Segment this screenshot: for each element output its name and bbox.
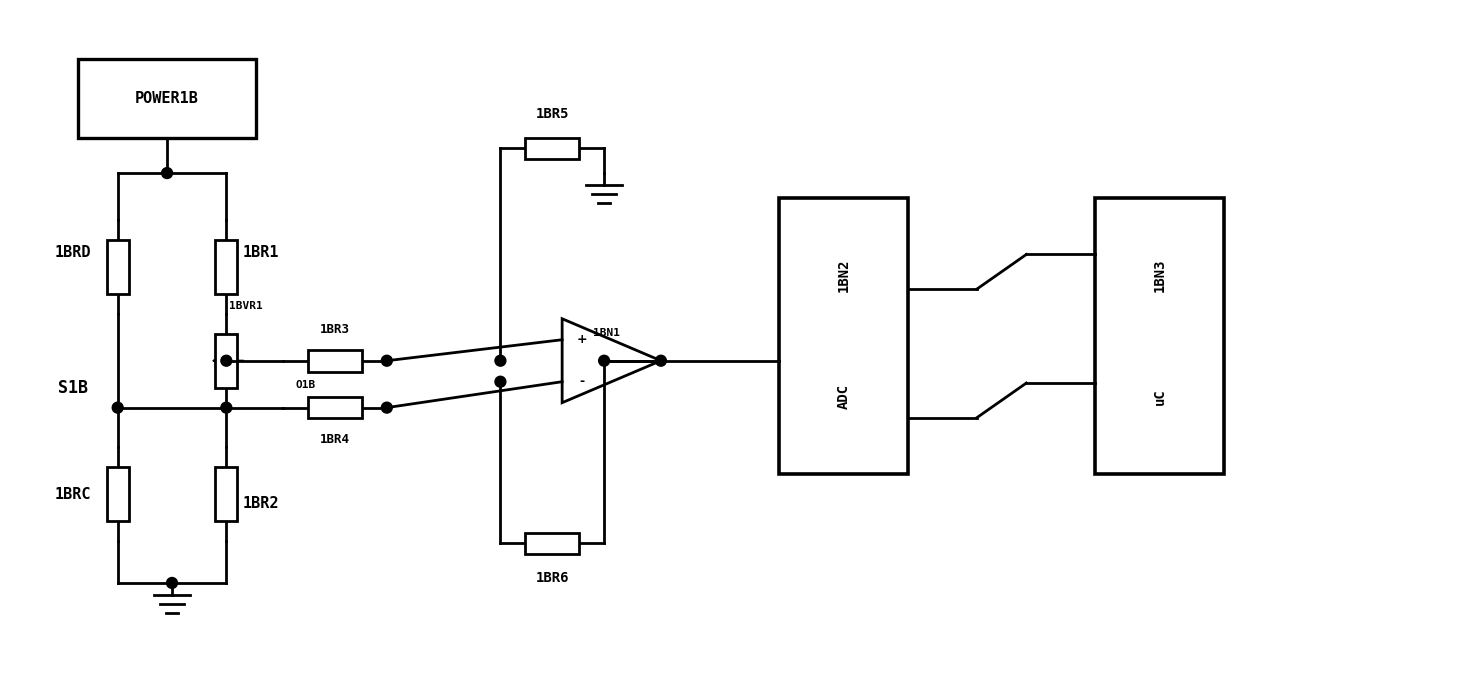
Bar (308, 397, 362, 418)
Circle shape (599, 356, 610, 366)
Bar (216, 333, 238, 388)
Bar (216, 467, 238, 521)
Bar (216, 240, 238, 294)
Text: 1BR4: 1BR4 (320, 433, 351, 445)
Circle shape (656, 356, 666, 366)
Text: 1BN2: 1BN2 (836, 258, 851, 292)
Circle shape (167, 577, 178, 588)
Bar (107, 240, 129, 294)
Circle shape (381, 356, 392, 366)
Text: POWER1B: POWER1B (135, 91, 200, 107)
Bar (779, 198, 908, 475)
Circle shape (161, 168, 173, 178)
Bar (525, 533, 579, 554)
Text: 1BRC: 1BRC (54, 487, 91, 502)
Bar (78, 59, 255, 139)
Text: S1B: S1B (59, 379, 88, 397)
Text: ADC: ADC (836, 384, 851, 410)
Text: 1BR2: 1BR2 (242, 496, 279, 512)
Circle shape (381, 402, 392, 413)
Bar (1096, 198, 1223, 475)
Text: +: + (577, 333, 587, 346)
Bar (107, 467, 129, 521)
Circle shape (222, 402, 232, 413)
Text: 1BR3: 1BR3 (320, 322, 351, 335)
Bar (308, 350, 362, 372)
Text: 1BR5: 1BR5 (535, 107, 569, 121)
Polygon shape (562, 319, 662, 403)
Text: 1BR6: 1BR6 (535, 571, 569, 585)
Circle shape (494, 377, 506, 387)
Text: -: - (579, 375, 584, 388)
Text: 1BVR1: 1BVR1 (229, 301, 263, 312)
Text: 1BN1: 1BN1 (593, 328, 621, 338)
Text: O1B: O1B (295, 381, 315, 391)
Text: uC: uC (1153, 389, 1166, 405)
Bar (525, 137, 579, 160)
Circle shape (113, 402, 123, 413)
Circle shape (222, 356, 232, 366)
Text: 1BR1: 1BR1 (242, 245, 279, 260)
Text: 1BN3: 1BN3 (1153, 258, 1166, 292)
Text: 1BRD: 1BRD (54, 245, 91, 260)
Circle shape (494, 356, 506, 366)
